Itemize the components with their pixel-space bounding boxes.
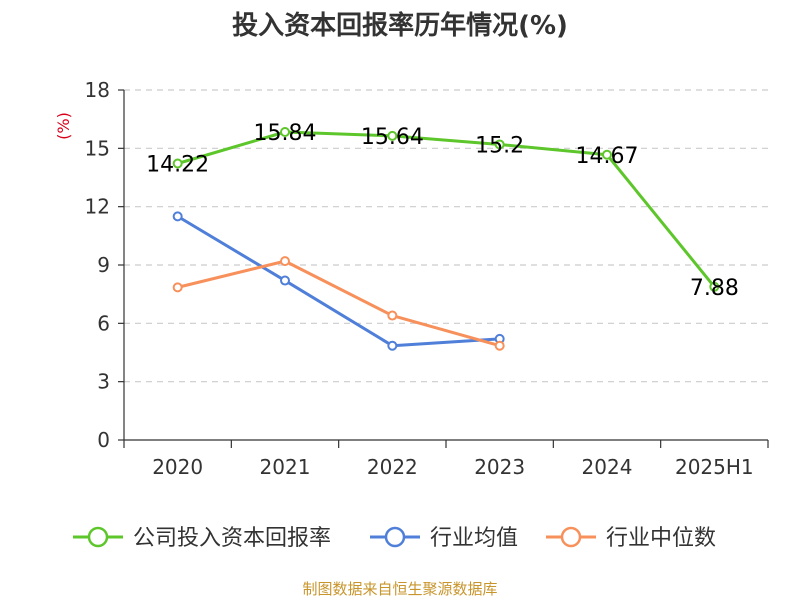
source-note: 制图数据来自恒生聚源数据库 xyxy=(302,580,497,598)
data-point xyxy=(602,149,612,160)
x-tick-label: 2025H1 xyxy=(675,455,754,479)
x-tick-label: 2023 xyxy=(474,455,525,479)
y-tick-label: 9 xyxy=(97,253,110,277)
axes: 0 3 6 9 12 15 18 2020 2021 2022 2023 2024 2025H1 xyxy=(85,78,769,479)
legend-marker xyxy=(87,526,109,548)
data-label: 7.88 xyxy=(690,276,739,301)
legend-label: 公司投入资本回报率 xyxy=(133,526,331,551)
data-point xyxy=(494,139,505,150)
data-label: 14.22 xyxy=(146,153,209,178)
y-tick-label: 0 xyxy=(97,428,110,452)
data-point xyxy=(387,340,398,351)
legend-marker xyxy=(560,526,582,548)
data-point xyxy=(172,211,183,222)
x-tick-label: 2020 xyxy=(152,455,203,479)
data-label: 15.84 xyxy=(254,121,317,146)
y-tick-label: 12 xyxy=(85,195,110,219)
data-label: 15.2 xyxy=(475,133,524,158)
y-tick-label: 6 xyxy=(97,311,110,335)
legend-label: 行业中位数 xyxy=(606,526,716,551)
series-line-1 xyxy=(176,215,500,348)
data-point xyxy=(280,127,290,137)
series-line-0 xyxy=(177,130,716,288)
data-point xyxy=(387,130,398,141)
data-point xyxy=(280,275,290,286)
data-label: 14.67 xyxy=(576,144,639,169)
x-tick-label: 2021 xyxy=(260,455,311,479)
legend: 公司投入资本回报率 行业均值 行业中位数 xyxy=(73,526,716,551)
data-point xyxy=(494,340,505,351)
x-tick-label: 2022 xyxy=(367,455,418,479)
y-tick-label: 18 xyxy=(85,78,110,102)
y-tick-label: 3 xyxy=(97,370,110,394)
grid xyxy=(124,89,768,383)
legend-marker xyxy=(384,526,406,548)
series-line-2 xyxy=(177,259,501,348)
y-tick-label: 15 xyxy=(85,136,110,160)
data-point xyxy=(709,281,720,292)
y-unit-label: (%) xyxy=(54,112,73,140)
data-point xyxy=(387,310,398,321)
chart-title: 投入资本回报率历年情况(%) xyxy=(232,10,568,41)
series-layer xyxy=(172,127,720,351)
data-point xyxy=(172,282,183,293)
data-point xyxy=(172,158,183,169)
data-point xyxy=(280,256,290,267)
x-tick-label: 2024 xyxy=(582,455,633,479)
data-label: 15.64 xyxy=(361,125,424,150)
data-labels: 14.22 15.84 15.64 15.2 14.67 7.88 xyxy=(146,121,739,301)
legend-label: 行业均值 xyxy=(430,526,518,551)
